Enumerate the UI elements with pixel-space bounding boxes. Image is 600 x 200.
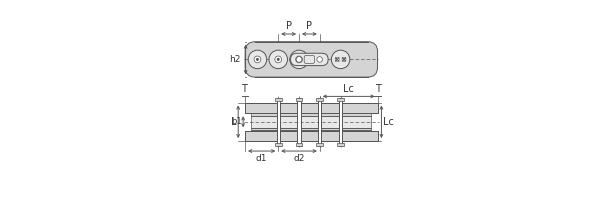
Text: Lc: Lc xyxy=(383,117,394,127)
Circle shape xyxy=(296,56,302,63)
Bar xyxy=(299,116,320,128)
Text: d1: d1 xyxy=(256,154,268,163)
Circle shape xyxy=(257,59,258,60)
Bar xyxy=(278,128,299,130)
Text: P: P xyxy=(286,21,292,31)
Bar xyxy=(296,98,302,101)
Circle shape xyxy=(335,57,339,61)
Bar xyxy=(341,116,371,128)
Bar xyxy=(320,113,341,116)
Circle shape xyxy=(298,59,300,60)
Bar xyxy=(341,113,371,116)
Text: P: P xyxy=(307,21,313,31)
Circle shape xyxy=(296,57,302,62)
Bar xyxy=(278,116,299,128)
Bar xyxy=(316,143,323,146)
Bar xyxy=(275,98,281,101)
Bar xyxy=(337,143,344,146)
Bar xyxy=(251,116,278,128)
Text: d2: d2 xyxy=(293,154,305,163)
Bar xyxy=(318,98,322,146)
Circle shape xyxy=(254,56,261,63)
Bar xyxy=(296,143,302,146)
Circle shape xyxy=(248,50,266,69)
Bar xyxy=(251,128,278,130)
Text: T: T xyxy=(241,84,247,94)
Bar xyxy=(316,98,323,101)
FancyBboxPatch shape xyxy=(290,53,328,66)
Bar xyxy=(251,113,278,116)
Bar xyxy=(299,128,320,130)
Bar xyxy=(245,103,377,113)
Text: L: L xyxy=(232,117,237,127)
Text: h2: h2 xyxy=(229,55,241,64)
Bar xyxy=(299,113,320,116)
Circle shape xyxy=(331,50,350,69)
Bar xyxy=(298,98,301,146)
Circle shape xyxy=(269,50,287,69)
Text: T: T xyxy=(376,84,381,94)
Bar xyxy=(277,98,280,146)
Circle shape xyxy=(290,50,308,69)
Bar xyxy=(278,113,299,116)
Bar xyxy=(275,143,281,146)
Bar xyxy=(337,98,344,101)
Text: Lc: Lc xyxy=(343,84,354,94)
Bar xyxy=(320,128,341,130)
Circle shape xyxy=(317,57,322,62)
Bar xyxy=(245,131,377,141)
Circle shape xyxy=(275,56,281,63)
FancyBboxPatch shape xyxy=(245,42,377,77)
Bar xyxy=(341,128,371,130)
Bar xyxy=(339,98,342,146)
Circle shape xyxy=(277,59,279,60)
Bar xyxy=(320,116,341,128)
Text: b1: b1 xyxy=(232,117,242,126)
Circle shape xyxy=(342,57,346,61)
